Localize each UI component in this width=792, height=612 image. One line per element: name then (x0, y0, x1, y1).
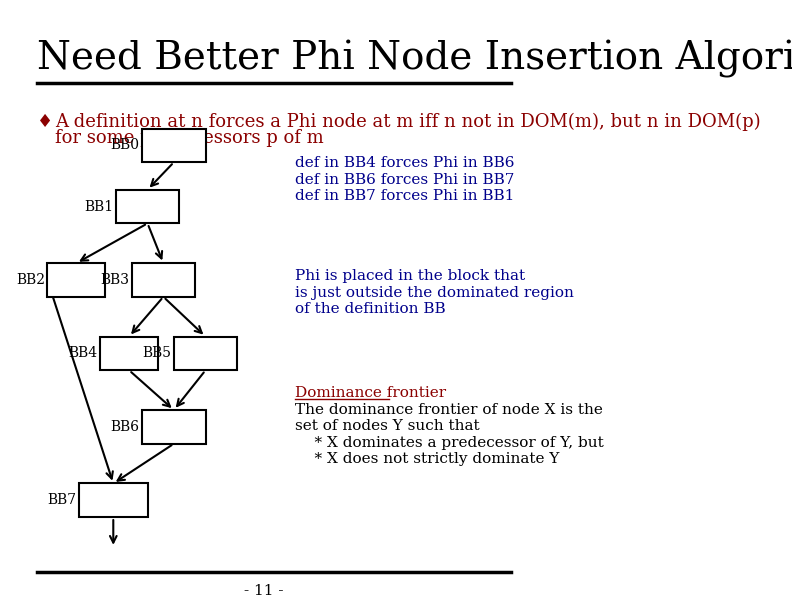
Text: is just outside the dominated region: is just outside the dominated region (295, 286, 574, 300)
Bar (100, 337, 158, 370)
Text: of the definition BB: of the definition BB (295, 302, 446, 316)
Bar (48, 263, 105, 297)
Text: BB6: BB6 (111, 420, 139, 434)
Bar (174, 337, 237, 370)
Text: def in BB4 forces Phi in BB6: def in BB4 forces Phi in BB6 (295, 156, 515, 170)
Bar (143, 410, 205, 444)
Text: * X dominates a predecessor of Y, but: * X dominates a predecessor of Y, but (295, 436, 604, 450)
Text: The dominance frontier of node X is the: The dominance frontier of node X is the (295, 403, 603, 417)
Bar (131, 263, 195, 297)
Text: Dominance frontier: Dominance frontier (295, 386, 446, 400)
Text: BB1: BB1 (84, 200, 113, 214)
Text: BB5: BB5 (143, 346, 171, 360)
Bar (79, 483, 147, 517)
Text: BB7: BB7 (48, 493, 76, 507)
Text: - 11 -: - 11 - (244, 584, 284, 599)
Text: BB3: BB3 (100, 273, 129, 287)
Text: BB0: BB0 (111, 138, 139, 152)
Text: def in BB6 forces Phi in BB7: def in BB6 forces Phi in BB7 (295, 173, 515, 187)
Text: Phi is placed in the block that: Phi is placed in the block that (295, 269, 525, 283)
Bar (143, 129, 205, 162)
Text: BB4: BB4 (68, 346, 97, 360)
Text: set of nodes Y such that: set of nodes Y such that (295, 419, 480, 433)
Bar (116, 190, 179, 223)
Text: def in BB7 forces Phi in BB1: def in BB7 forces Phi in BB1 (295, 189, 515, 203)
Text: ♦: ♦ (37, 113, 53, 131)
Text: for some predecessors p of m: for some predecessors p of m (55, 129, 324, 146)
Text: A definition at n forces a Phi node at m iff n not in DOM(m), but n in DOM(p): A definition at n forces a Phi node at m… (55, 113, 761, 132)
Text: Need Better Phi Node Insertion Algorithm: Need Better Phi Node Insertion Algorithm (37, 40, 792, 78)
Text: BB2: BB2 (16, 273, 45, 287)
Text: * X does not strictly dominate Y: * X does not strictly dominate Y (295, 452, 559, 466)
